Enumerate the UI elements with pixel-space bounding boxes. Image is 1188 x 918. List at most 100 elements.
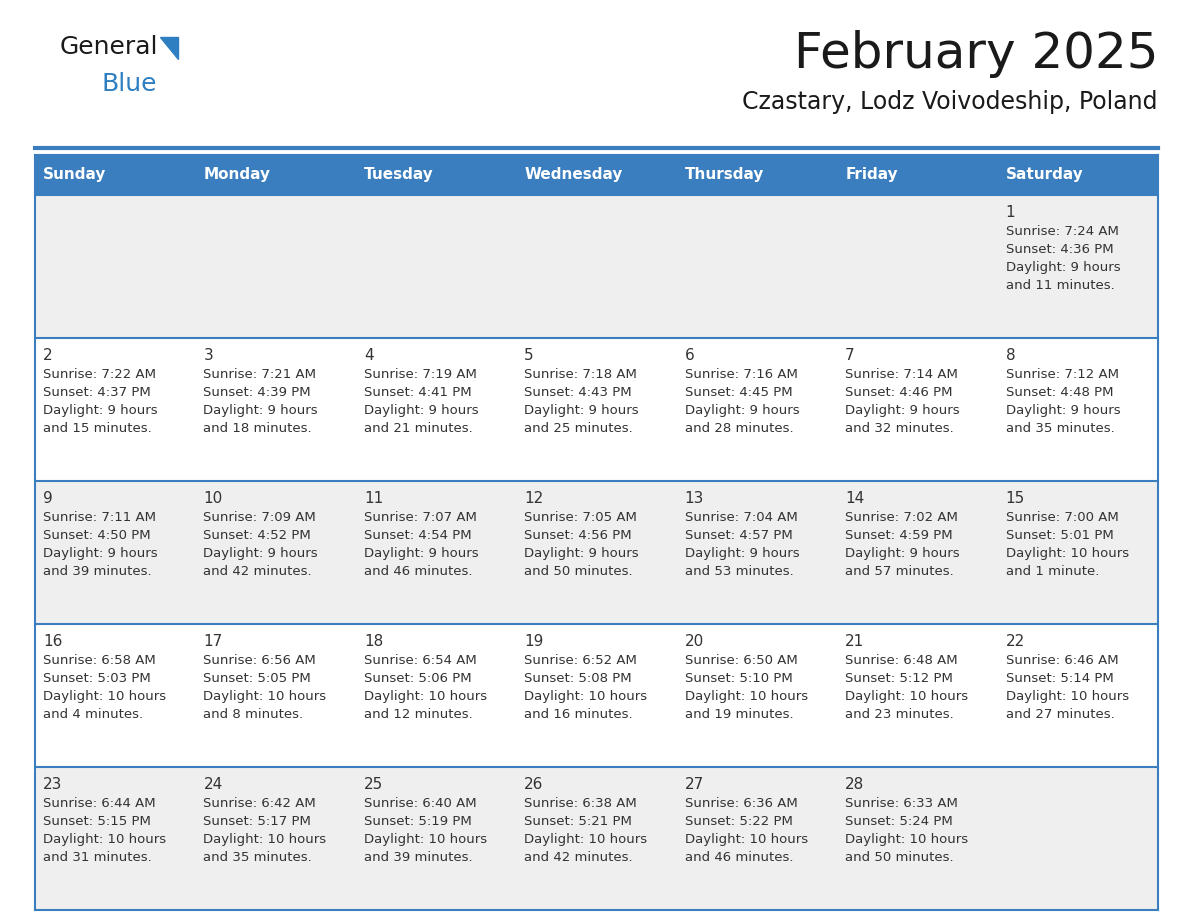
Text: and 23 minutes.: and 23 minutes. — [845, 708, 954, 721]
Text: Daylight: 10 hours: Daylight: 10 hours — [203, 833, 327, 846]
Text: Daylight: 10 hours: Daylight: 10 hours — [684, 833, 808, 846]
Text: Sunset: 4:36 PM: Sunset: 4:36 PM — [1005, 243, 1113, 256]
Text: 26: 26 — [524, 777, 544, 792]
Text: Daylight: 9 hours: Daylight: 9 hours — [524, 547, 639, 560]
Text: Daylight: 10 hours: Daylight: 10 hours — [524, 833, 647, 846]
Text: Monday: Monday — [203, 167, 271, 183]
Text: 21: 21 — [845, 634, 865, 649]
Text: 4: 4 — [364, 348, 373, 363]
Text: and 42 minutes.: and 42 minutes. — [203, 565, 312, 578]
Text: and 11 minutes.: and 11 minutes. — [1005, 279, 1114, 292]
Text: Sunset: 4:54 PM: Sunset: 4:54 PM — [364, 529, 472, 542]
Text: 14: 14 — [845, 491, 865, 506]
Text: 2: 2 — [43, 348, 52, 363]
Text: Daylight: 10 hours: Daylight: 10 hours — [364, 833, 487, 846]
Text: Sunrise: 6:42 AM: Sunrise: 6:42 AM — [203, 797, 316, 810]
Text: Sunset: 4:37 PM: Sunset: 4:37 PM — [43, 386, 151, 399]
Bar — [34, 481, 1158, 624]
Text: Sunrise: 6:33 AM: Sunrise: 6:33 AM — [845, 797, 958, 810]
Text: and 18 minutes.: and 18 minutes. — [203, 422, 312, 435]
Text: Sunrise: 6:56 AM: Sunrise: 6:56 AM — [203, 654, 316, 667]
Text: 28: 28 — [845, 777, 865, 792]
Text: Sunrise: 6:50 AM: Sunrise: 6:50 AM — [684, 654, 797, 667]
Text: 10: 10 — [203, 491, 222, 506]
Text: Sunrise: 6:46 AM: Sunrise: 6:46 AM — [1005, 654, 1118, 667]
Text: and 15 minutes.: and 15 minutes. — [43, 422, 152, 435]
Text: Daylight: 9 hours: Daylight: 9 hours — [524, 404, 639, 417]
Text: Daylight: 10 hours: Daylight: 10 hours — [203, 690, 327, 703]
Text: Sunset: 4:57 PM: Sunset: 4:57 PM — [684, 529, 792, 542]
Text: Sunrise: 7:09 AM: Sunrise: 7:09 AM — [203, 511, 316, 524]
Text: Sunset: 4:46 PM: Sunset: 4:46 PM — [845, 386, 953, 399]
Bar — [34, 338, 1158, 481]
Text: Sunset: 5:03 PM: Sunset: 5:03 PM — [43, 672, 151, 685]
Text: Sunrise: 7:22 AM: Sunrise: 7:22 AM — [43, 368, 156, 381]
Text: 6: 6 — [684, 348, 695, 363]
Text: Daylight: 9 hours: Daylight: 9 hours — [364, 404, 479, 417]
Text: and 57 minutes.: and 57 minutes. — [845, 565, 954, 578]
Text: Sunrise: 6:36 AM: Sunrise: 6:36 AM — [684, 797, 797, 810]
Text: 9: 9 — [43, 491, 52, 506]
Text: Blue: Blue — [102, 72, 158, 96]
Text: 27: 27 — [684, 777, 704, 792]
Text: Sunrise: 7:24 AM: Sunrise: 7:24 AM — [1005, 225, 1118, 238]
Text: Sunset: 5:19 PM: Sunset: 5:19 PM — [364, 815, 472, 828]
Text: Daylight: 10 hours: Daylight: 10 hours — [364, 690, 487, 703]
Text: 1: 1 — [1005, 205, 1016, 220]
Text: Daylight: 9 hours: Daylight: 9 hours — [43, 404, 158, 417]
Text: Daylight: 10 hours: Daylight: 10 hours — [684, 690, 808, 703]
Text: and 50 minutes.: and 50 minutes. — [524, 565, 633, 578]
Text: and 46 minutes.: and 46 minutes. — [364, 565, 473, 578]
Text: Daylight: 10 hours: Daylight: 10 hours — [43, 833, 166, 846]
Text: 11: 11 — [364, 491, 383, 506]
Text: 24: 24 — [203, 777, 222, 792]
Text: Daylight: 9 hours: Daylight: 9 hours — [203, 547, 318, 560]
Text: Friday: Friday — [845, 167, 898, 183]
Text: Sunset: 5:14 PM: Sunset: 5:14 PM — [1005, 672, 1113, 685]
Text: Daylight: 10 hours: Daylight: 10 hours — [1005, 547, 1129, 560]
Text: Sunrise: 6:54 AM: Sunrise: 6:54 AM — [364, 654, 476, 667]
Text: and 50 minutes.: and 50 minutes. — [845, 851, 954, 864]
Text: 18: 18 — [364, 634, 383, 649]
Bar — [34, 195, 1158, 338]
Text: Daylight: 9 hours: Daylight: 9 hours — [845, 404, 960, 417]
Text: 22: 22 — [1005, 634, 1025, 649]
Text: and 35 minutes.: and 35 minutes. — [1005, 422, 1114, 435]
Text: Daylight: 9 hours: Daylight: 9 hours — [203, 404, 318, 417]
Polygon shape — [160, 37, 178, 59]
Text: Sunset: 4:48 PM: Sunset: 4:48 PM — [1005, 386, 1113, 399]
Text: and 16 minutes.: and 16 minutes. — [524, 708, 633, 721]
Text: and 28 minutes.: and 28 minutes. — [684, 422, 794, 435]
Text: 23: 23 — [43, 777, 63, 792]
Text: Daylight: 9 hours: Daylight: 9 hours — [364, 547, 479, 560]
Bar — [34, 155, 1158, 195]
Text: and 4 minutes.: and 4 minutes. — [43, 708, 143, 721]
Text: Daylight: 9 hours: Daylight: 9 hours — [684, 547, 800, 560]
Text: and 19 minutes.: and 19 minutes. — [684, 708, 794, 721]
Text: and 27 minutes.: and 27 minutes. — [1005, 708, 1114, 721]
Text: and 32 minutes.: and 32 minutes. — [845, 422, 954, 435]
Text: and 42 minutes.: and 42 minutes. — [524, 851, 633, 864]
Text: Daylight: 10 hours: Daylight: 10 hours — [845, 690, 968, 703]
Text: Sunrise: 6:48 AM: Sunrise: 6:48 AM — [845, 654, 958, 667]
Text: Sunrise: 6:40 AM: Sunrise: 6:40 AM — [364, 797, 476, 810]
Text: Sunset: 5:15 PM: Sunset: 5:15 PM — [43, 815, 151, 828]
Text: Sunrise: 7:21 AM: Sunrise: 7:21 AM — [203, 368, 316, 381]
Text: 17: 17 — [203, 634, 222, 649]
Text: Sunset: 4:59 PM: Sunset: 4:59 PM — [845, 529, 953, 542]
Text: and 46 minutes.: and 46 minutes. — [684, 851, 794, 864]
Text: Sunset: 4:45 PM: Sunset: 4:45 PM — [684, 386, 792, 399]
Text: Daylight: 10 hours: Daylight: 10 hours — [1005, 690, 1129, 703]
Text: Sunset: 5:01 PM: Sunset: 5:01 PM — [1005, 529, 1113, 542]
Text: and 8 minutes.: and 8 minutes. — [203, 708, 304, 721]
Text: Sunset: 4:50 PM: Sunset: 4:50 PM — [43, 529, 151, 542]
Text: and 1 minute.: and 1 minute. — [1005, 565, 1099, 578]
Text: 13: 13 — [684, 491, 704, 506]
Text: Sunset: 5:06 PM: Sunset: 5:06 PM — [364, 672, 472, 685]
Text: 5: 5 — [524, 348, 533, 363]
Text: Sunrise: 6:44 AM: Sunrise: 6:44 AM — [43, 797, 156, 810]
Text: 8: 8 — [1005, 348, 1016, 363]
Bar — [34, 624, 1158, 767]
Bar — [34, 767, 1158, 910]
Text: Sunset: 4:56 PM: Sunset: 4:56 PM — [524, 529, 632, 542]
